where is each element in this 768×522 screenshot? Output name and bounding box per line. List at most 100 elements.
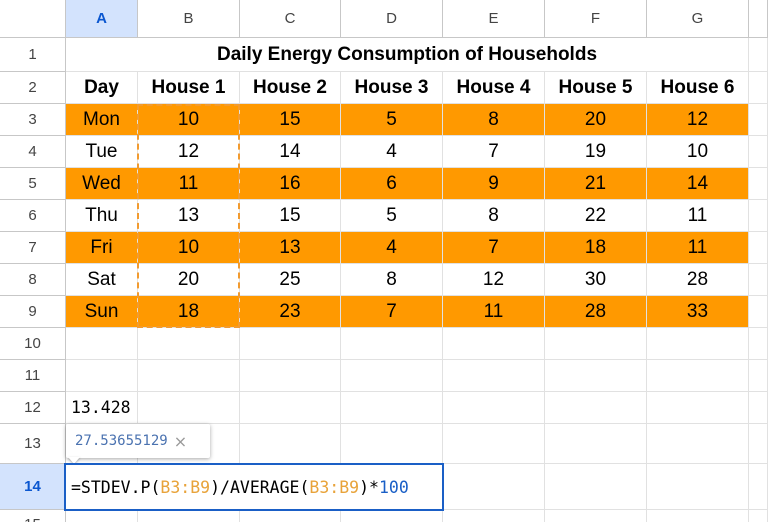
cell [341,424,443,464]
row-header: 10 [0,328,66,360]
cell [138,360,240,392]
data-cell: 12 [647,104,749,136]
cell [749,104,768,136]
cell [545,510,647,522]
data-cell: 5 [341,200,443,232]
data-cell: 12 [138,136,240,168]
cell [66,328,138,360]
cell [545,328,647,360]
cell [749,360,768,392]
cell [749,136,768,168]
column-header: F [545,0,647,38]
column-header: E [443,0,545,38]
cell [240,424,341,464]
formula-token: )* [359,477,379,497]
sheet-title: Daily Energy Consumption of Households [66,38,749,72]
column-header [749,0,768,38]
data-cell: 11 [443,296,545,328]
data-cell: 18 [138,296,240,328]
cell [138,510,240,522]
cell [341,392,443,424]
data-cell: Mon [66,104,138,136]
data-cell: 4 [341,232,443,264]
data-cell: 33 [647,296,749,328]
column-header: C [240,0,341,38]
cell [749,510,768,522]
cell [443,424,545,464]
column-header: G [647,0,749,38]
cell [749,328,768,360]
data-cell: 6 [341,168,443,200]
column-label: House 6 [647,72,749,104]
cell [749,424,768,464]
formula-token: =STDEV.P( [71,477,161,497]
data-cell: 16 [240,168,341,200]
cell [240,328,341,360]
result-tooltip: 27.53655129 × [66,424,210,458]
cell [749,264,768,296]
formula-editor[interactable]: =STDEV.P(B3:B9)/AVERAGE(B3:B9)* 100 [64,463,444,511]
cell [647,360,749,392]
column-label: Day [66,72,138,104]
cell [341,360,443,392]
row-header: 3 [0,104,66,136]
data-cell: 10 [138,232,240,264]
data-cell: 23 [240,296,341,328]
data-cell: 10 [647,136,749,168]
cell [647,392,749,424]
cell [341,510,443,522]
cell [443,392,545,424]
tooltip-value: 27.53655129 [75,433,168,449]
cell [138,392,240,424]
cell [749,464,768,510]
data-cell: 11 [647,232,749,264]
cell [240,392,341,424]
row-header: 4 [0,136,66,168]
tooltip-close[interactable]: × [173,431,188,451]
cell [66,510,138,522]
row-header: 1 [0,38,66,72]
data-cell: Thu [66,200,138,232]
formula-token: B3:B9 [160,477,211,497]
data-cell: 4 [341,136,443,168]
cell [443,464,545,510]
row-header: 2 [0,72,66,104]
data-cell: 5 [341,104,443,136]
data-cell: 25 [240,264,341,296]
column-header: D [341,0,443,38]
data-cell: Sun [66,296,138,328]
cell [443,360,545,392]
data-cell: 14 [240,136,341,168]
data-cell: 21 [545,168,647,200]
cell [749,232,768,264]
cell [749,296,768,328]
cell [240,360,341,392]
data-cell: 11 [138,168,240,200]
cell [647,424,749,464]
cell [749,38,768,72]
row-header: 11 [0,360,66,392]
data-cell: 8 [443,200,545,232]
row-header: 7 [0,232,66,264]
cell [138,328,240,360]
data-cell: 8 [341,264,443,296]
row-header: 12 [0,392,66,424]
column-header: A [66,0,138,38]
data-cell: 19 [545,136,647,168]
cell-a12: 13.428 [66,392,138,424]
tooltip-pointer [68,457,80,464]
data-cell: Sat [66,264,138,296]
data-cell: 8 [443,104,545,136]
cell [647,510,749,522]
row-header: 6 [0,200,66,232]
data-cell: 7 [443,136,545,168]
cell [749,392,768,424]
data-cell: 30 [545,264,647,296]
data-cell: 15 [240,200,341,232]
data-cell: 7 [443,232,545,264]
cell [240,510,341,522]
data-cell: 22 [545,200,647,232]
cell [443,328,545,360]
column-label: House 4 [443,72,545,104]
